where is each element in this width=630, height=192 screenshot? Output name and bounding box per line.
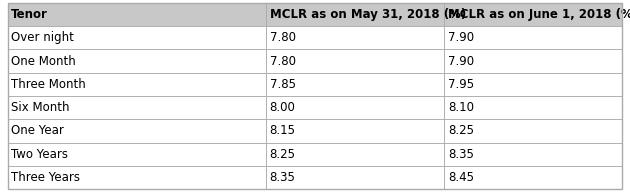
- Bar: [8, 73, 266, 96]
- Bar: [8, 50, 266, 73]
- Bar: [444, 119, 622, 142]
- Text: 8.35: 8.35: [270, 171, 295, 184]
- Text: 7.85: 7.85: [270, 78, 295, 91]
- Text: 8.10: 8.10: [448, 101, 474, 114]
- Text: MCLR as on June 1, 2018 (%): MCLR as on June 1, 2018 (%): [448, 8, 630, 21]
- Bar: [8, 119, 266, 142]
- Bar: [444, 73, 622, 96]
- Bar: [444, 142, 622, 166]
- Text: 8.15: 8.15: [270, 124, 295, 137]
- Text: One Month: One Month: [11, 55, 76, 68]
- Text: Six Month: Six Month: [11, 101, 70, 114]
- Bar: [266, 26, 444, 50]
- Text: Tenor: Tenor: [11, 8, 49, 21]
- Text: 8.00: 8.00: [270, 101, 295, 114]
- Text: MCLR as on May 31, 2018 (%): MCLR as on May 31, 2018 (%): [270, 8, 466, 21]
- Bar: [8, 166, 266, 189]
- Bar: [444, 50, 622, 73]
- Bar: [266, 50, 444, 73]
- Bar: [8, 142, 266, 166]
- Bar: [266, 96, 444, 119]
- Bar: [266, 166, 444, 189]
- Bar: [8, 3, 266, 26]
- Text: 8.35: 8.35: [448, 148, 474, 161]
- Bar: [444, 96, 622, 119]
- Bar: [8, 26, 266, 50]
- Text: 7.90: 7.90: [448, 55, 474, 68]
- Bar: [266, 3, 444, 26]
- Text: 8.25: 8.25: [448, 124, 474, 137]
- Bar: [266, 142, 444, 166]
- Bar: [444, 166, 622, 189]
- Text: 7.80: 7.80: [270, 31, 295, 44]
- Text: 7.80: 7.80: [270, 55, 295, 68]
- Bar: [266, 119, 444, 142]
- Text: 8.45: 8.45: [448, 171, 474, 184]
- Text: Three Month: Three Month: [11, 78, 86, 91]
- Bar: [266, 73, 444, 96]
- Text: Three Years: Three Years: [11, 171, 81, 184]
- Text: Two Years: Two Years: [11, 148, 68, 161]
- Text: 8.25: 8.25: [270, 148, 295, 161]
- Text: Over night: Over night: [11, 31, 74, 44]
- Text: 7.90: 7.90: [448, 31, 474, 44]
- Text: 7.95: 7.95: [448, 78, 474, 91]
- Bar: [444, 3, 622, 26]
- Bar: [8, 96, 266, 119]
- Bar: [444, 26, 622, 50]
- Text: One Year: One Year: [11, 124, 64, 137]
